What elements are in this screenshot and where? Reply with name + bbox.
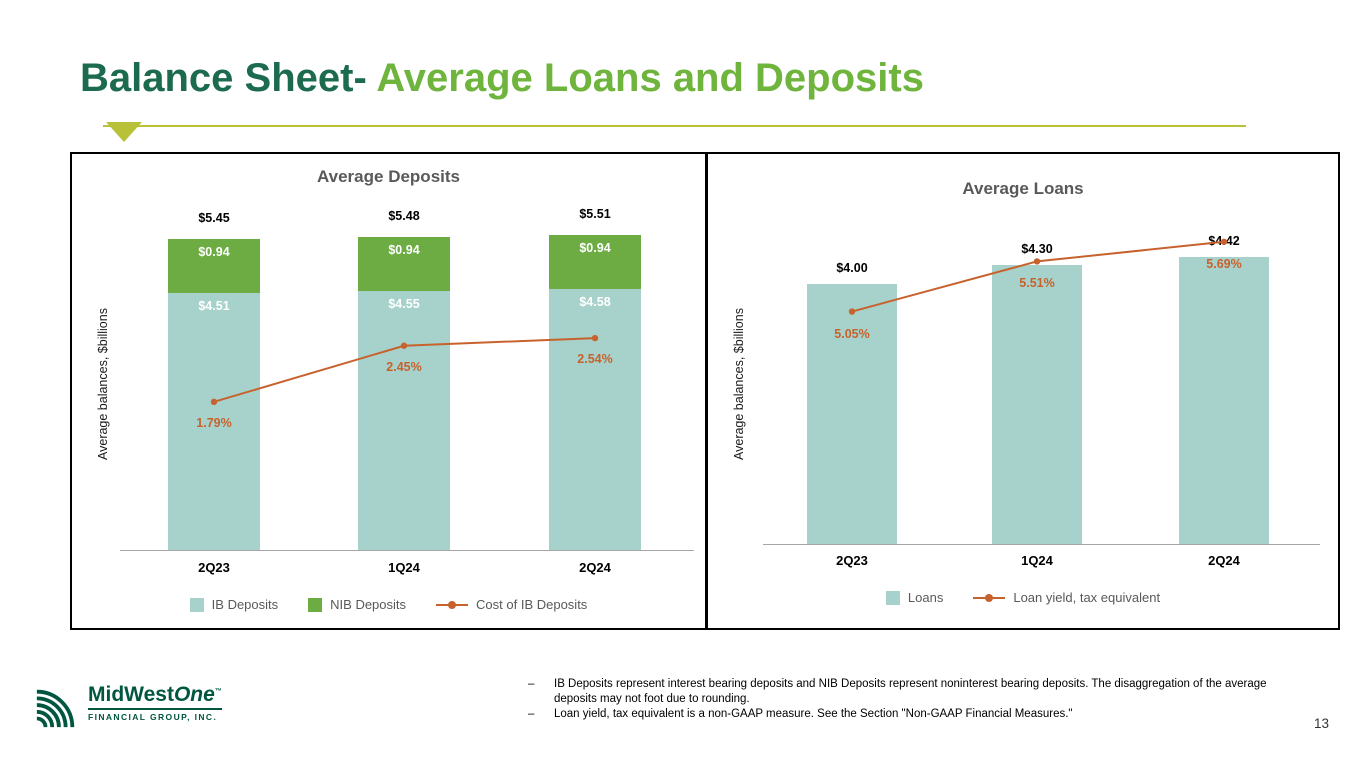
title-prefix: Balance Sheet- bbox=[80, 56, 377, 100]
legend-swatch bbox=[885, 590, 900, 605]
footnote-row: – IB Deposits represent interest bearing… bbox=[528, 677, 1303, 707]
legend-label: Loan yield, tax equivalent bbox=[1013, 590, 1161, 605]
page-title: Balance Sheet- Average Loans and Deposit… bbox=[80, 56, 924, 101]
legend-line-dot bbox=[448, 600, 457, 609]
bar-total-label: $5.48 bbox=[388, 209, 420, 224]
x-axis-category: 2Q24 bbox=[579, 560, 611, 575]
title-highlight: Average Loans and Deposits bbox=[376, 56, 924, 100]
chart-title-loans: Average Loans bbox=[962, 179, 1084, 198]
bar-loans bbox=[1179, 256, 1269, 544]
bar-value-label: $4.51 bbox=[198, 298, 230, 313]
bar-ib-deposits bbox=[358, 290, 450, 550]
line-value-label: 5.51% bbox=[1019, 276, 1055, 291]
footnotes: – IB Deposits represent interest bearing… bbox=[528, 677, 1303, 722]
company-logo: MidWestOne™ FINANCIAL GROUP, INC. bbox=[34, 684, 222, 730]
chart-panel-average-deposits: Average Deposits Average balances, $bill… bbox=[70, 152, 707, 630]
legend-item: IB Deposits bbox=[189, 597, 279, 612]
legend-label: Cost of IB Deposits bbox=[476, 597, 588, 612]
bar-ib-deposits bbox=[549, 288, 641, 550]
legend-item: Loan yield, tax equivalent bbox=[973, 590, 1160, 605]
line-value-label: 5.05% bbox=[834, 326, 870, 341]
legend-line-sample bbox=[973, 593, 1006, 602]
chart-title-deposits: Average Deposits bbox=[317, 167, 460, 186]
divider-line bbox=[103, 125, 1246, 127]
logo-text: MidWestOne™ FINANCIAL GROUP, INC. bbox=[88, 684, 222, 722]
legend-line-sample bbox=[436, 600, 469, 609]
trend-line bbox=[848, 238, 1228, 315]
bar-total-label: $4.00 bbox=[836, 261, 868, 275]
legend-line-dot bbox=[985, 593, 994, 602]
bar-value-label: $0.94 bbox=[198, 245, 230, 260]
page-number: 13 bbox=[1314, 716, 1330, 731]
footnote-bullet: – bbox=[528, 707, 535, 720]
bar-total-label: $5.51 bbox=[579, 207, 611, 222]
line-value-label: 2.54% bbox=[577, 352, 613, 367]
brand-name: MidWestOne™ bbox=[88, 684, 222, 705]
legend-label: IB Deposits bbox=[211, 597, 279, 612]
legend-deposits: IB Deposits NIB Deposits Cost of IB Deposi… bbox=[72, 597, 705, 612]
x-axis-line bbox=[120, 550, 694, 551]
line-value-label: 1.79% bbox=[196, 415, 232, 430]
bar-value-label: $0.94 bbox=[579, 241, 611, 256]
plot-area-deposits: $4.51 $0.94 $5.45 2Q23 $4.55 $0.94 $5.48 1Q24 $4… bbox=[72, 154, 705, 628]
logo-rays-icon bbox=[36, 689, 75, 728]
line-value-label: 5.69% bbox=[1206, 256, 1242, 271]
bar-value-label: $4.58 bbox=[579, 294, 611, 309]
bar-nib-deposits bbox=[358, 237, 450, 291]
bar-total-label: $4.30 bbox=[1021, 241, 1053, 256]
bar-ib-deposits bbox=[168, 292, 260, 550]
legend-swatch bbox=[189, 597, 204, 612]
x-axis-category: 1Q24 bbox=[1021, 553, 1053, 568]
legend-item: Loans bbox=[885, 590, 944, 605]
chart-panel-average-loans: Average Loans Average balances, $billion… bbox=[706, 152, 1340, 630]
bar-loans bbox=[807, 284, 897, 544]
footnote-text: Loan yield, tax equivalent is a non-GAAP… bbox=[554, 707, 1073, 720]
footnote-bullet: – bbox=[528, 678, 535, 690]
brand-midwest: MidWest bbox=[88, 683, 174, 706]
bar-value-label: $0.94 bbox=[388, 243, 420, 258]
legend-label: NIB Deposits bbox=[330, 597, 407, 612]
legend-item: NIB Deposits bbox=[308, 597, 406, 612]
legend-loans: Loans Loan yield, tax equivalent bbox=[708, 590, 1338, 605]
footnote-text: IB Deposits represent interest bearing d… bbox=[554, 678, 1267, 705]
legend-label: Loans bbox=[907, 590, 944, 605]
bar-nib-deposits bbox=[549, 235, 641, 289]
bar-value-label: $4.55 bbox=[388, 296, 420, 311]
legend-swatch bbox=[308, 597, 323, 612]
bar-loans bbox=[992, 264, 1082, 544]
bar-nib-deposits bbox=[168, 239, 260, 293]
divider-triangle-icon bbox=[106, 122, 142, 142]
x-axis-category: 1Q24 bbox=[388, 560, 420, 575]
logo-subtitle: FINANCIAL GROUP, INC. bbox=[88, 708, 222, 722]
legend-item: Cost of IB Deposits bbox=[436, 597, 587, 612]
x-axis-category: 2Q23 bbox=[836, 553, 868, 568]
trademark-symbol: ™ bbox=[214, 688, 222, 695]
x-axis-category: 2Q23 bbox=[198, 560, 230, 575]
bar-total-label: $5.45 bbox=[198, 211, 230, 226]
brand-one: One bbox=[173, 683, 215, 706]
plot-area-loans: $4.002Q23$4.301Q24$4.422Q245.05%5.51%5.6… bbox=[708, 154, 1338, 628]
line-value-label: 2.45% bbox=[386, 359, 422, 374]
x-axis-line bbox=[763, 544, 1320, 545]
footnote-row: – Loan yield, tax equivalent is a non-GA… bbox=[528, 707, 1303, 722]
x-axis-category: 2Q24 bbox=[1208, 553, 1240, 568]
trend-line bbox=[210, 334, 599, 406]
